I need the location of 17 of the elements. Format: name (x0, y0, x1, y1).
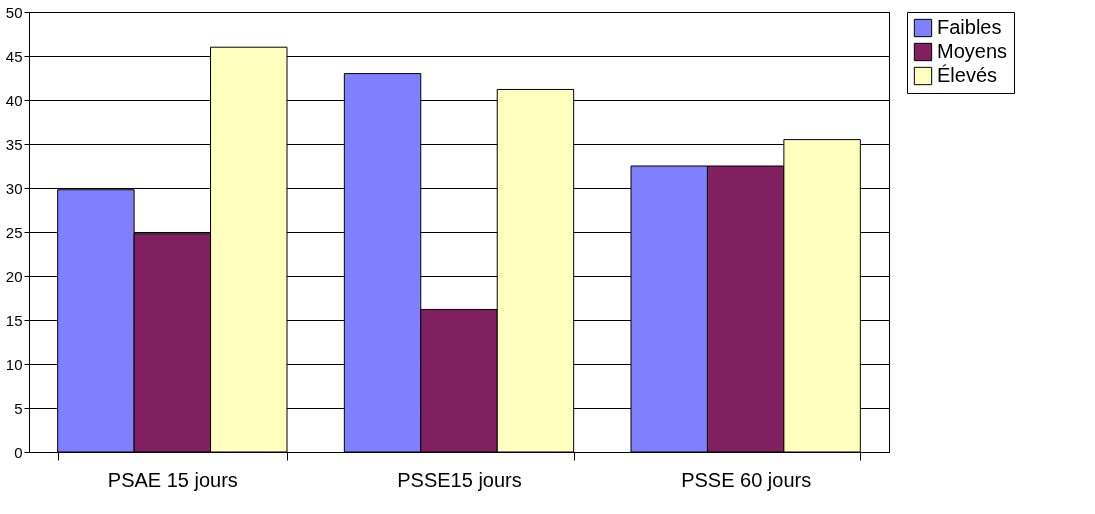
y-tick-label: 40 (5, 91, 23, 109)
x-tick-label: PSSE 60 jours (681, 468, 812, 491)
x-tick-label: PSAE 15 jours (107, 468, 238, 491)
y-tick-label: 50 (5, 3, 23, 21)
y-tick-label: 30 (5, 179, 23, 197)
y-tick-label: 25 (5, 223, 23, 241)
y-tick-label: 5 (14, 399, 23, 417)
y-tick-label: 45 (5, 47, 23, 65)
x-tick-label: PSSE15 jours (397, 468, 522, 491)
legend-label: Élevés (937, 64, 998, 86)
y-tick-label: 10 (5, 355, 23, 373)
y-tick-label: 0 (14, 443, 23, 461)
y-tick-label: 15 (5, 311, 23, 329)
y-tick-label: 35 (5, 135, 23, 153)
legend-label: Faibles (937, 16, 1002, 38)
legend-label: Moyens (937, 40, 1008, 62)
y-tick-label: 20 (5, 267, 23, 285)
